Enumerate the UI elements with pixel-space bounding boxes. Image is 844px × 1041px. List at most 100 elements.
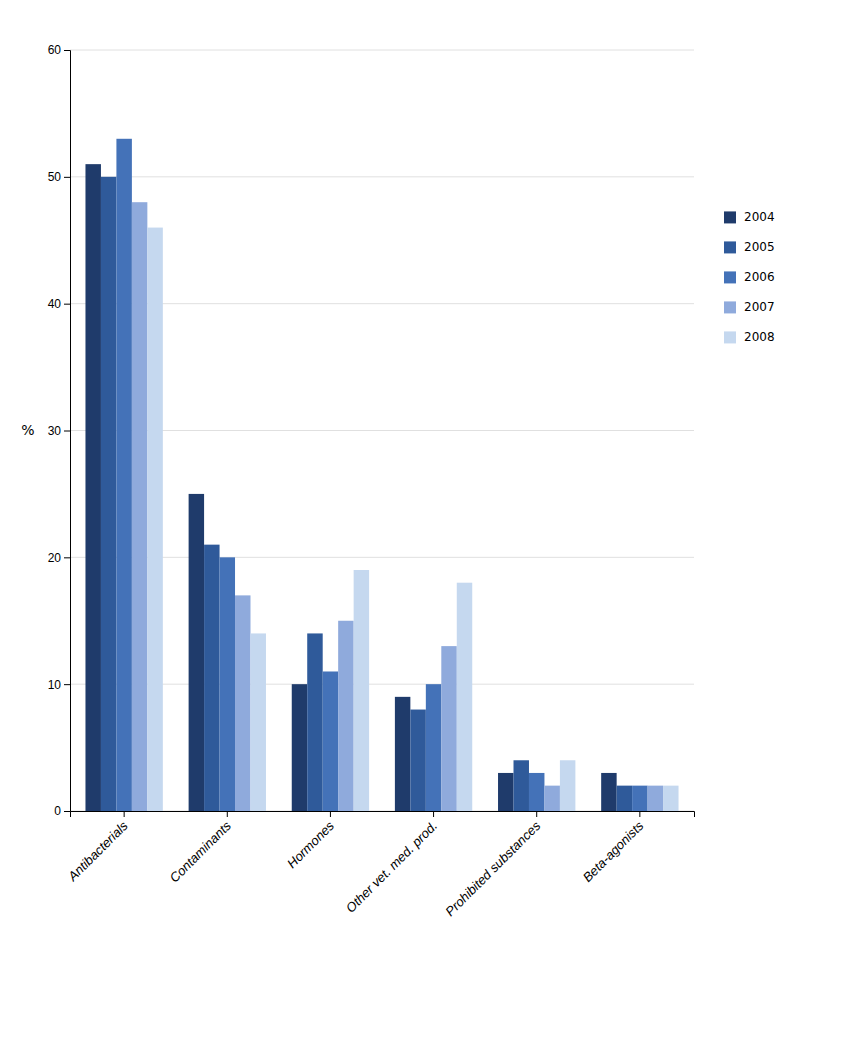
y-axis-label: % <box>21 422 34 438</box>
legend-swatch <box>724 301 736 313</box>
tick: 60 <box>48 43 70 57</box>
tick-mark <box>330 811 331 817</box>
tick-mark <box>64 431 70 432</box>
tick-mark <box>639 811 640 817</box>
tick: Other vet. med. prod. <box>343 811 440 916</box>
tick: 20 <box>48 551 70 565</box>
bar <box>529 773 544 811</box>
bar <box>204 545 219 811</box>
grid-line <box>70 430 694 431</box>
tick: 50 <box>48 170 70 184</box>
tick: Antibacterials <box>64 811 131 885</box>
bar <box>338 621 353 811</box>
tick: Beta-agonists <box>580 811 647 885</box>
legend-swatch <box>724 241 736 253</box>
grid-line <box>70 684 694 685</box>
bar <box>663 786 678 811</box>
tick-mark <box>433 811 434 817</box>
tick: 0 <box>54 804 70 818</box>
bar-series <box>85 164 616 811</box>
tick-mark <box>64 557 70 558</box>
legend-item: 2007 <box>724 300 775 314</box>
tick-mark <box>64 684 70 685</box>
bar <box>648 786 663 811</box>
legend-item: 2008 <box>724 330 775 344</box>
bar <box>323 671 338 811</box>
legend-item: 2004 <box>724 210 775 224</box>
tick-mark <box>64 304 70 305</box>
bar <box>617 786 632 811</box>
bar <box>544 786 559 811</box>
tick: 30 <box>48 424 70 438</box>
tick-mark <box>64 811 70 812</box>
tick-label: Antibacterials <box>64 818 131 885</box>
tick-mark <box>536 811 537 817</box>
tick: Contaminants <box>167 811 235 885</box>
tick-mark <box>64 50 70 51</box>
bar <box>235 595 250 811</box>
tick: Hormones <box>284 811 337 871</box>
legend-swatch <box>724 211 736 223</box>
legend: 2004 2005 2006 2007 2008 <box>724 210 775 344</box>
tick-label: 0 <box>54 804 61 818</box>
tick-mark <box>124 811 125 817</box>
x-axis: Antibacterials Contaminants HormonesOther … <box>64 811 694 919</box>
bar <box>457 583 472 811</box>
legend-label: 2004 <box>744 210 775 224</box>
bar-series <box>101 177 632 811</box>
tick-mark <box>227 811 228 817</box>
axis-line <box>71 812 695 818</box>
grid-line <box>70 50 694 51</box>
tick-label: Beta-agonists <box>580 818 647 885</box>
bar <box>354 570 369 811</box>
tick-label: 40 <box>48 297 62 311</box>
tick-label: 10 <box>48 678 62 692</box>
legend-swatch <box>724 271 736 283</box>
bar-series <box>147 228 678 811</box>
bar <box>189 494 204 811</box>
tick: 40 <box>48 297 70 311</box>
bar <box>220 557 235 811</box>
bar <box>560 760 575 811</box>
bar <box>441 646 456 811</box>
bar <box>132 202 147 811</box>
tick-label: Prohibited substances <box>442 818 543 919</box>
bar <box>250 633 265 811</box>
bar <box>147 228 162 811</box>
legend-item: 2005 <box>724 240 775 254</box>
bar <box>498 773 513 811</box>
legend-label: 2007 <box>744 300 775 314</box>
bar <box>426 684 441 811</box>
legend-swatch <box>724 331 736 343</box>
bar-series <box>116 139 647 811</box>
tick: Prohibited substances <box>442 811 543 919</box>
tick-label: 60 <box>48 43 62 57</box>
bar <box>395 697 410 811</box>
bar <box>410 710 425 811</box>
tick-label: 30 <box>48 424 62 438</box>
tick-label: Other vet. med. prod. <box>343 818 440 915</box>
legend-label: 2006 <box>744 270 775 284</box>
bar-series <box>132 202 663 811</box>
tick-label: 20 <box>48 551 62 565</box>
axis-line <box>64 51 71 812</box>
legend-item: 2006 <box>724 270 775 284</box>
chart: 0 10 20 30 40 50 60 Antibacterials Contaminants H… <box>0 0 844 1041</box>
bar <box>116 139 131 811</box>
tick-label: Contaminants <box>167 818 235 886</box>
grid-line <box>70 557 694 558</box>
plot: 0 10 20 30 40 50 60 Antibacterials Contaminants H… <box>48 43 695 919</box>
grid-line <box>70 176 694 177</box>
bar <box>307 633 322 811</box>
bar <box>292 684 307 811</box>
bar <box>601 773 616 811</box>
bar <box>632 786 647 811</box>
tick: 10 <box>48 678 70 692</box>
grid <box>70 50 694 811</box>
grid-line <box>70 303 694 304</box>
bar <box>514 760 529 811</box>
bar <box>101 177 116 811</box>
tick-mark <box>64 177 70 178</box>
tick-label: Hormones <box>284 818 337 871</box>
y-axis: 0 10 20 30 40 50 60 <box>48 43 71 818</box>
